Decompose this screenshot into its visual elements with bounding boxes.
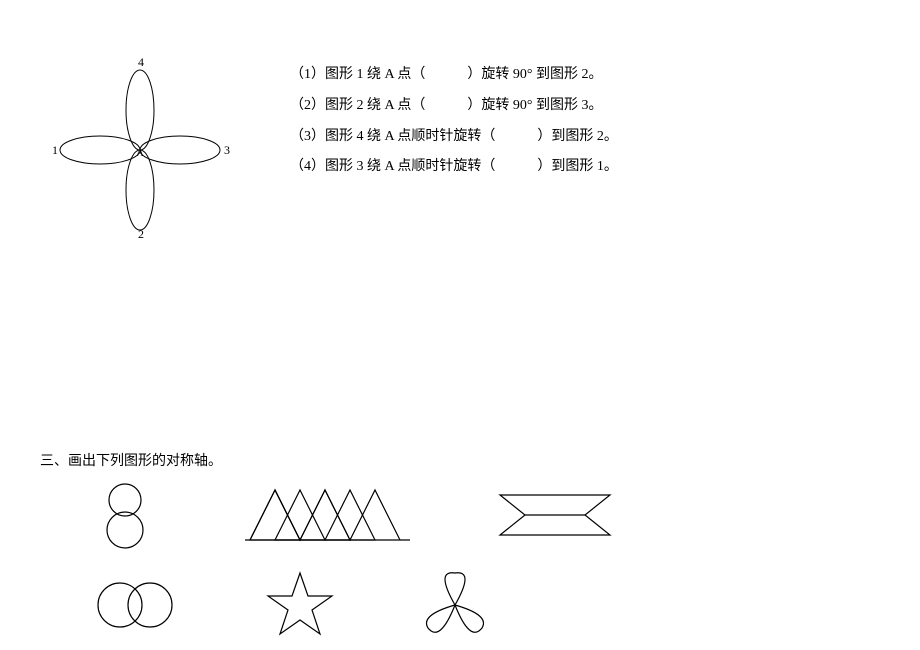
q1-suffix: ）旋转 90° 到图形 2。 <box>467 67 602 82</box>
shape-trefoil <box>410 565 500 645</box>
shapes-grid <box>80 480 880 645</box>
label-left: 1 <box>52 143 58 157</box>
top-section: 4 3 2 1 A （1）图形 1 绕 A 点（ ）旋转 90° 到图形 2。 （… <box>40 30 880 240</box>
q4-prefix: （4）图形 3 绕 A 点顺时针旋转（ <box>290 159 495 174</box>
question-2: （2）图形 2 绕 A 点（ ）旋转 90° 到图形 3。 <box>290 91 618 122</box>
petal-right <box>140 136 220 164</box>
petal-top <box>126 70 154 150</box>
q1-prefix: （1）图形 1 绕 A 点（ <box>290 67 425 82</box>
label-right: 3 <box>224 143 230 157</box>
q3-suffix: ）到图形 2。 <box>537 129 618 144</box>
shapes-row-1 <box>80 480 880 550</box>
shapes-row-2 <box>80 565 880 645</box>
shape-overlapping-circles <box>80 575 190 635</box>
petal-left <box>60 136 140 164</box>
section-3-title: 三、画出下列图形的对称轴。 <box>40 450 880 470</box>
q2-suffix: ）旋转 90° 到图形 3。 <box>467 98 602 113</box>
question-4: （4）图形 3 绕 A 点顺时针旋转（ ）到图形 1。 <box>290 152 618 183</box>
shape-star <box>260 568 340 643</box>
flower-svg: 4 3 2 1 A <box>40 40 240 240</box>
petal-diagram: 4 3 2 1 A <box>40 40 240 240</box>
shape-bowtie <box>490 485 620 545</box>
label-top: 4 <box>138 55 144 69</box>
question-1: （1）图形 1 绕 A 点（ ）旋转 90° 到图形 2。 <box>290 60 618 91</box>
question-3: （3）图形 4 绕 A 点顺时针旋转（ ）到图形 2。 <box>290 122 618 153</box>
q2-prefix: （2）图形 2 绕 A 点（ <box>290 98 425 113</box>
shape-figure-eight <box>80 480 170 550</box>
shape-triangles <box>240 480 420 550</box>
q4-suffix: ）到图形 1。 <box>537 159 618 174</box>
label-bottom: 2 <box>138 227 144 240</box>
q3-prefix: （3）图形 4 绕 A 点顺时针旋转（ <box>290 129 495 144</box>
questions-block: （1）图形 1 绕 A 点（ ）旋转 90° 到图形 2。 （2）图形 2 绕 A… <box>290 60 618 183</box>
label-center: A <box>136 147 144 159</box>
petal-bottom <box>126 150 154 230</box>
